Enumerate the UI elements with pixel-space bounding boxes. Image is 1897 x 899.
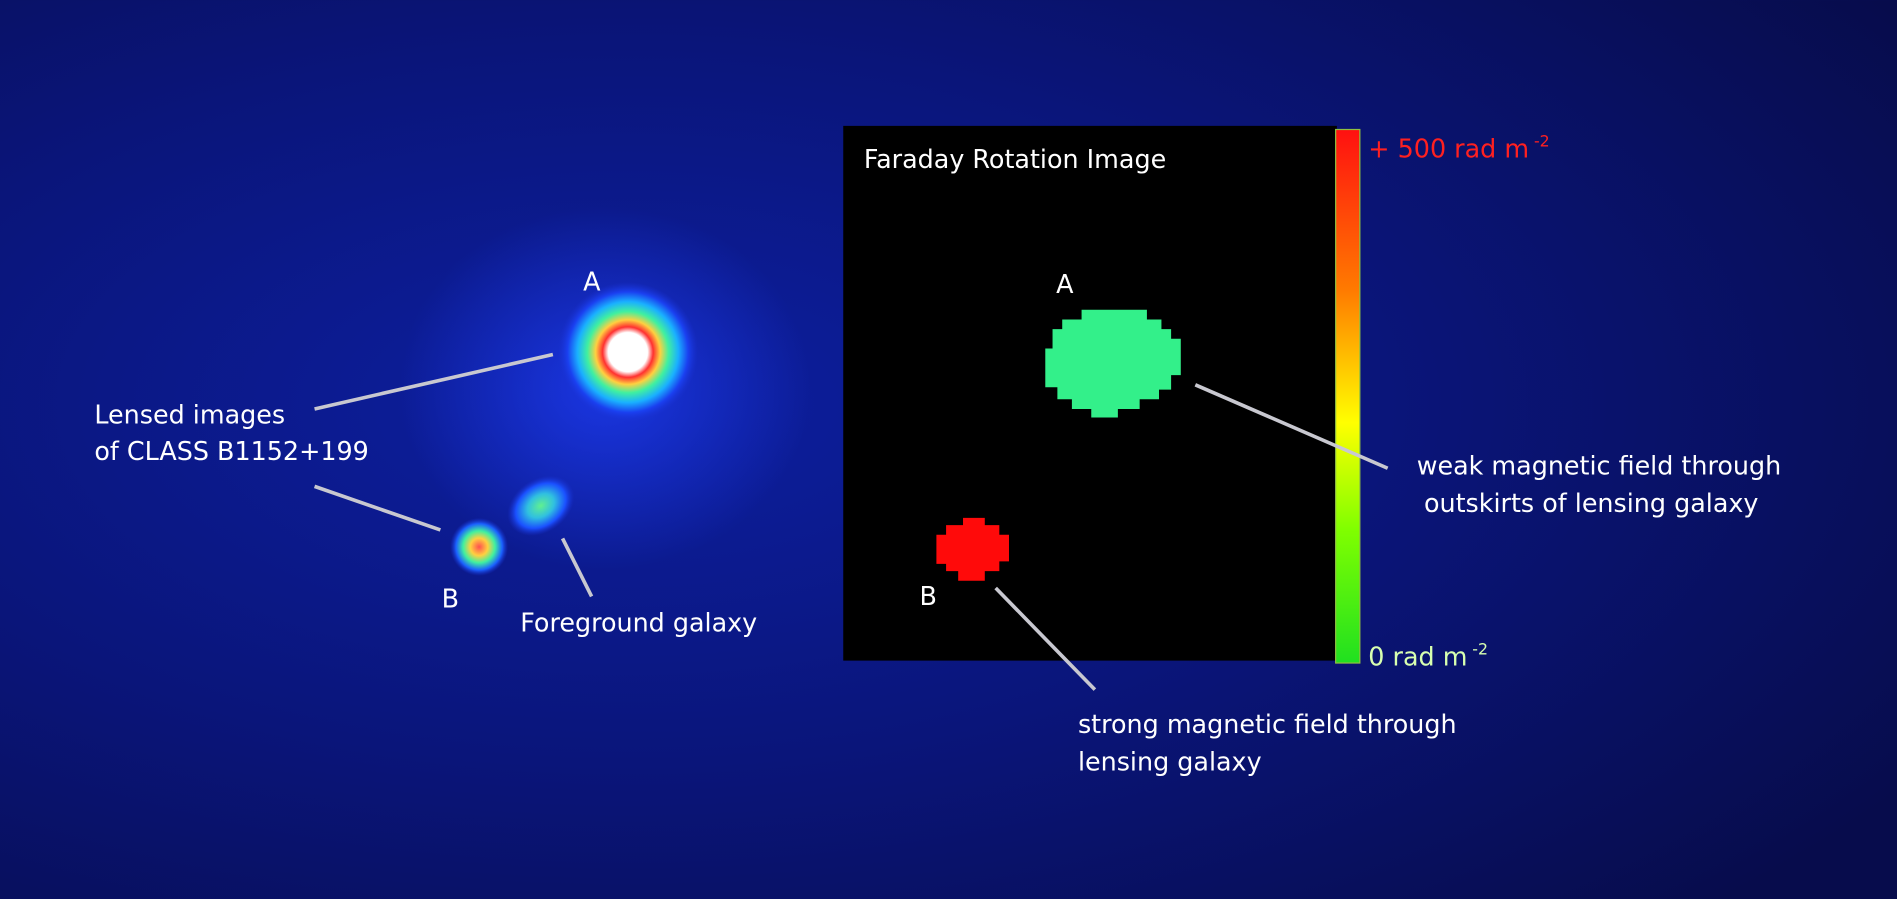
colorbar-top-label: + 500 rad m -2 bbox=[1368, 131, 1549, 163]
foreground-galaxy bbox=[507, 475, 575, 536]
image-a bbox=[557, 281, 699, 423]
label-b: B bbox=[919, 581, 936, 611]
strong-label: lensing galaxy bbox=[1078, 747, 1262, 777]
label-a: A bbox=[1056, 269, 1074, 299]
colorbar-bottom-label: 0 rad m -2 bbox=[1368, 640, 1488, 672]
foreground-label: Foreground galaxy bbox=[520, 608, 757, 638]
image-b bbox=[450, 517, 509, 576]
leader-line bbox=[314, 352, 554, 411]
colorbar-bottom-superscript: -2 bbox=[1472, 640, 1488, 659]
weak-label: outskirts of lensing galaxy bbox=[1424, 488, 1758, 518]
colorbar-top-text: + 500 rad m bbox=[1368, 133, 1529, 163]
leader-line bbox=[313, 484, 441, 532]
colorbar-bottom-text: 0 rad m bbox=[1368, 641, 1467, 671]
rm-blob-b bbox=[936, 517, 1009, 581]
lensed-label: Lensed images bbox=[94, 399, 285, 429]
label-b: B bbox=[442, 583, 459, 613]
rm-blob-a bbox=[1045, 309, 1181, 418]
leader-line bbox=[1194, 383, 1389, 470]
lensed-label: of CLASS B1152+199 bbox=[94, 436, 368, 466]
colorbar bbox=[1335, 128, 1361, 664]
strong-label: strong magnetic field through bbox=[1078, 709, 1457, 739]
colorbar-top-superscript: -2 bbox=[1534, 131, 1550, 150]
leader-line bbox=[994, 586, 1097, 691]
panel-title: Faraday Rotation Image bbox=[864, 144, 1166, 174]
leader-line bbox=[560, 537, 594, 598]
weak-label: weak magnetic field through bbox=[1417, 450, 1782, 480]
label-a: A bbox=[583, 266, 601, 296]
